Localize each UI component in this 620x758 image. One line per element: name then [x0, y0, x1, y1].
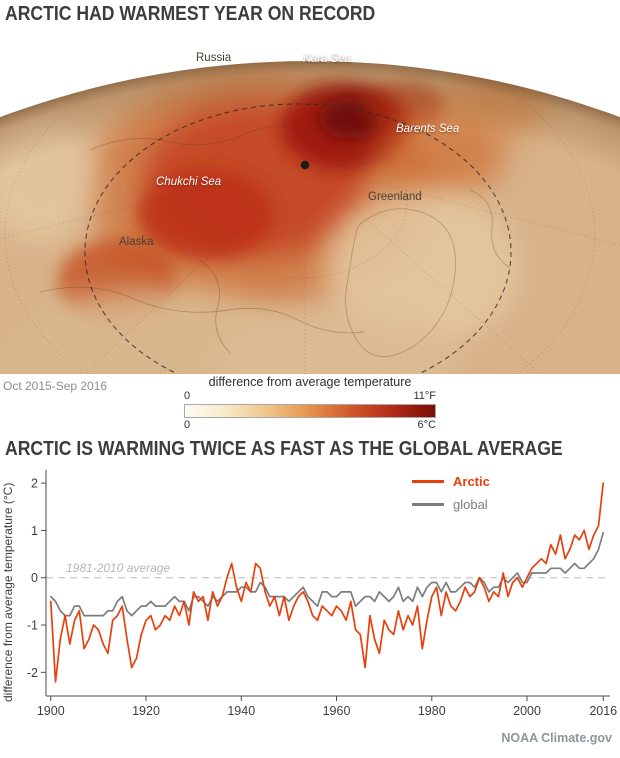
chart-title: ARCTIC IS WARMING TWICE AS FAST AS THE G…: [5, 438, 563, 460]
global-legend-label: global: [453, 497, 488, 512]
temp-scale-fahrenheit-row: 0 11°F: [184, 390, 436, 403]
svg-text:1980: 1980: [418, 704, 446, 718]
temp-scale-f-min: 0: [184, 390, 191, 402]
map-label-kara-sea: Kara Sea: [303, 53, 351, 65]
anomaly-line-chart: difference from average temperature (°C)…: [0, 464, 620, 726]
map-title: ARCTIC HAD WARMEST YEAR ON RECORD: [5, 3, 376, 25]
line-chart-svg: 2 1 0 -1 -2 1900 1920 1940 1960 1980 2000 2016: [27, 470, 617, 718]
map-label-alaska: Alaska: [119, 236, 154, 248]
svg-text:2: 2: [31, 477, 38, 491]
svg-text:-1: -1: [27, 619, 38, 633]
map-legend: Oct 2015-Sep 2016 difference from averag…: [0, 375, 620, 437]
svg-text:2016: 2016: [589, 704, 617, 718]
map-label-russia: Russia: [196, 52, 232, 64]
svg-text:1920: 1920: [132, 704, 160, 718]
map-label-greenland: Greenland: [368, 191, 422, 203]
temp-scale-f-max: 11°F: [413, 390, 436, 402]
legend-row-global: global: [412, 493, 490, 516]
globe-svg: [0, 61, 620, 758]
global-line-swatch: [412, 503, 444, 506]
arctic-line-swatch: [412, 480, 444, 483]
baseline-label: 1981-2010 average: [66, 560, 171, 575]
chart-legend: Arctic global: [412, 470, 490, 516]
arctic-legend-label: Arctic: [453, 474, 490, 489]
map-label-barents-sea: Barents Sea: [396, 123, 460, 135]
svg-text:-2: -2: [27, 666, 38, 680]
svg-text:1900: 1900: [37, 704, 65, 718]
temp-scale-bar: [184, 403, 436, 418]
svg-text:1940: 1940: [227, 704, 255, 718]
arctic-temperature-map: Russia Kara Sea Barents Sea Chukchi Sea …: [0, 30, 620, 758]
temp-scale-c-max: 6°C: [417, 418, 436, 431]
map-label-chukchi-sea: Chukchi Sea: [156, 176, 222, 188]
temp-scale-title: difference from average temperature: [208, 375, 412, 389]
temp-scale-celsius-row: 0 6°C: [184, 419, 436, 432]
globe-rim-shading: [0, 61, 620, 758]
chart-ylabel: difference from average temperature (°C): [1, 482, 15, 702]
map-period: Oct 2015-Sep 2016: [3, 379, 108, 393]
svg-text:2000: 2000: [513, 704, 541, 718]
noaa-credit: NOAA Climate.gov: [501, 731, 612, 745]
legend-row-arctic: Arctic: [412, 470, 490, 493]
temp-scale-c-min: 0: [184, 418, 191, 431]
svg-text:1: 1: [31, 524, 38, 538]
svg-text:1960: 1960: [323, 704, 351, 718]
svg-text:0: 0: [31, 571, 38, 585]
